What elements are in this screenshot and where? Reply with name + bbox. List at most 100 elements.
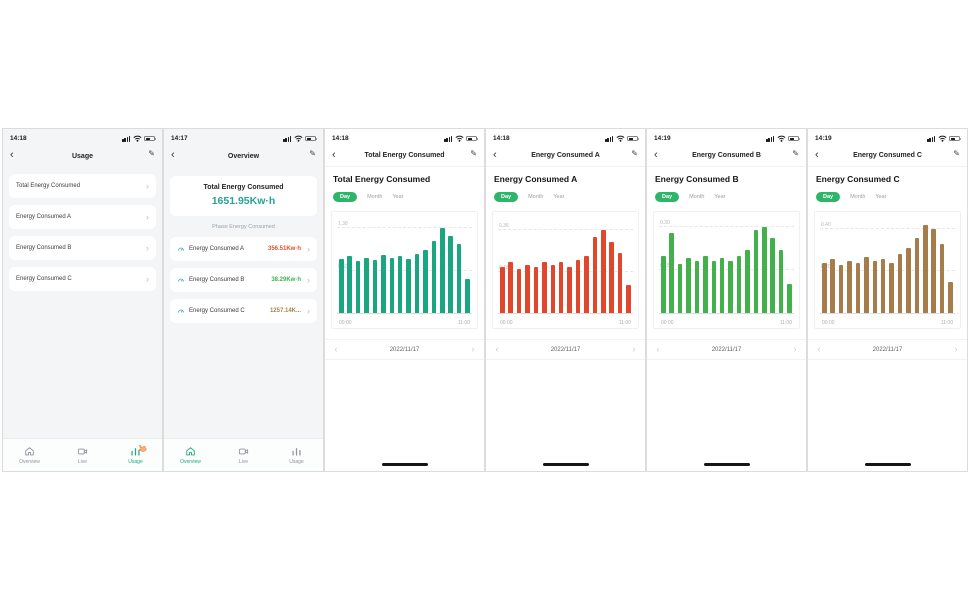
usage-menu-body: Total Energy Consumed › Energy Consumed … xyxy=(3,167,162,438)
edit-icon[interactable]: ✎ xyxy=(470,149,477,158)
tab-live[interactable]: Live xyxy=(217,439,270,471)
back-button[interactable]: ‹ xyxy=(815,149,819,161)
segment-month[interactable]: Month xyxy=(528,194,544,200)
chart-bar xyxy=(686,258,691,313)
tab-usage[interactable]: Usage xyxy=(270,439,323,471)
chart-bar xyxy=(948,281,953,313)
bar-chart: 1.380.69 00:00 11:00 xyxy=(331,211,478,329)
segment-year[interactable]: Year xyxy=(875,194,887,200)
overview-body: Total Energy Consumed 1651.95Kw·h Phase … xyxy=(164,167,323,438)
segment-day[interactable]: Day xyxy=(655,192,680,202)
segment-month[interactable]: Month xyxy=(689,194,705,200)
chart-bar xyxy=(923,225,928,313)
x-axis-tick-start: 00:00 xyxy=(661,319,674,326)
menu-item-energy-b[interactable]: Energy Consumed B › xyxy=(9,236,156,260)
battery-icon xyxy=(949,135,961,142)
chart-bar xyxy=(762,226,767,313)
home-indicator xyxy=(381,462,428,466)
wifi-icon xyxy=(132,135,142,142)
tab-overview[interactable]: Overview xyxy=(3,439,56,471)
meter-icon xyxy=(178,247,184,251)
back-button[interactable]: ‹ xyxy=(10,149,14,161)
chart-bar xyxy=(914,237,920,313)
chart-bar xyxy=(355,260,361,313)
y-axis-tick: 1.38 xyxy=(338,221,348,228)
home-indicator xyxy=(703,462,750,466)
prev-date-button[interactable]: ‹ xyxy=(334,344,338,354)
chart-bar xyxy=(661,255,666,313)
battery-icon xyxy=(144,135,156,142)
edit-icon[interactable]: ✎ xyxy=(148,149,155,158)
battery-icon xyxy=(627,135,639,142)
edit-icon[interactable]: ✎ xyxy=(792,149,799,158)
x-axis-tick-end: 11:00 xyxy=(457,319,470,326)
screen-chart-phase-b: 14:19 ‹ Energy Consumed B ✎ Energy Consu… xyxy=(646,128,807,472)
nav-bar: ‹ Energy Consumed A ✎ xyxy=(486,145,645,167)
x-axis-tick-end: 11:00 xyxy=(779,319,792,326)
segment-year[interactable]: Year xyxy=(553,194,565,200)
chart-bar xyxy=(575,260,581,313)
prev-date-button[interactable]: ‹ xyxy=(495,344,499,354)
next-date-button[interactable]: › xyxy=(793,344,797,354)
camera-icon xyxy=(238,448,249,454)
chart-bar xyxy=(855,262,861,313)
wifi-icon xyxy=(293,135,303,142)
battery-icon xyxy=(305,135,317,142)
segment-day[interactable]: Day xyxy=(816,192,841,202)
date-pager: ‹ 2022/11/17 › xyxy=(325,339,484,360)
current-date: 2022/11/17 xyxy=(872,346,903,353)
chart-bar xyxy=(550,264,556,313)
menu-item-energy-a[interactable]: Energy Consumed A › xyxy=(9,205,156,229)
segment-day[interactable]: Day xyxy=(333,192,358,202)
page-title: Energy Consumed B xyxy=(655,174,739,184)
chart-bar xyxy=(694,261,700,313)
chart-bar xyxy=(372,260,378,313)
date-pager: ‹ 2022/11/17 › xyxy=(486,339,645,360)
prev-date-button[interactable]: ‹ xyxy=(817,344,821,354)
tab-usage[interactable]: Usage xyxy=(109,439,162,471)
tab-label: Overview xyxy=(19,458,40,465)
chart-bar xyxy=(745,249,750,313)
tab-label: Usage xyxy=(289,458,304,465)
segment-year[interactable]: Year xyxy=(714,194,726,200)
edit-icon[interactable]: ✎ xyxy=(309,149,316,158)
cellular-signal-icon xyxy=(766,135,774,142)
gridline: 0.30 xyxy=(659,220,794,227)
next-date-button[interactable]: › xyxy=(954,344,958,354)
screen-usage-list: 14:18 ‹ Usage ✎ Total Energy Consumed › … xyxy=(2,128,163,472)
chart-bar xyxy=(822,262,827,313)
gridline: 0.40 xyxy=(820,222,955,230)
chart-bar xyxy=(939,244,945,313)
x-axis-tick-end: 11:00 xyxy=(618,319,631,326)
segment-year[interactable]: Year xyxy=(392,194,404,200)
status-icons xyxy=(444,135,478,142)
back-button[interactable]: ‹ xyxy=(654,149,658,161)
segment-month[interactable]: Month xyxy=(367,194,383,200)
segment-month[interactable]: Month xyxy=(850,194,866,200)
period-segmented-control: Day Month Year xyxy=(655,192,798,202)
phase-value: 356.51Kw·h xyxy=(267,246,301,252)
nav-title: Energy Consumed B xyxy=(692,152,761,159)
tab-live[interactable]: Live xyxy=(56,439,109,471)
back-button[interactable]: ‹ xyxy=(493,149,497,161)
back-button[interactable]: ‹ xyxy=(332,149,336,161)
edit-icon[interactable]: ✎ xyxy=(953,149,960,158)
segment-day[interactable]: Day xyxy=(494,192,519,202)
menu-item-energy-c[interactable]: Energy Consumed C › xyxy=(9,267,156,291)
prev-date-button[interactable]: ‹ xyxy=(656,344,660,354)
next-date-button[interactable]: › xyxy=(471,344,475,354)
chart-bar xyxy=(381,254,386,313)
back-button[interactable]: ‹ xyxy=(171,149,175,161)
phase-row-c[interactable]: Energy Consumed C 1257.14K... › xyxy=(170,299,317,323)
home-indicator xyxy=(864,462,911,466)
chart-bar xyxy=(525,264,530,313)
tab-overview[interactable]: Overview xyxy=(164,439,217,471)
edit-icon[interactable]: ✎ xyxy=(631,149,638,158)
home-indicator xyxy=(542,462,589,466)
menu-item-total-energy[interactable]: Total Energy Consumed › xyxy=(9,174,156,198)
next-date-button[interactable]: › xyxy=(632,344,636,354)
phase-row-a[interactable]: Energy Consumed A 356.51Kw·h › xyxy=(170,237,317,261)
phase-row-b[interactable]: Energy Consumed B 38.29Kw·h › xyxy=(170,268,317,292)
chart-bar xyxy=(864,256,869,313)
chart-bar xyxy=(364,257,369,313)
